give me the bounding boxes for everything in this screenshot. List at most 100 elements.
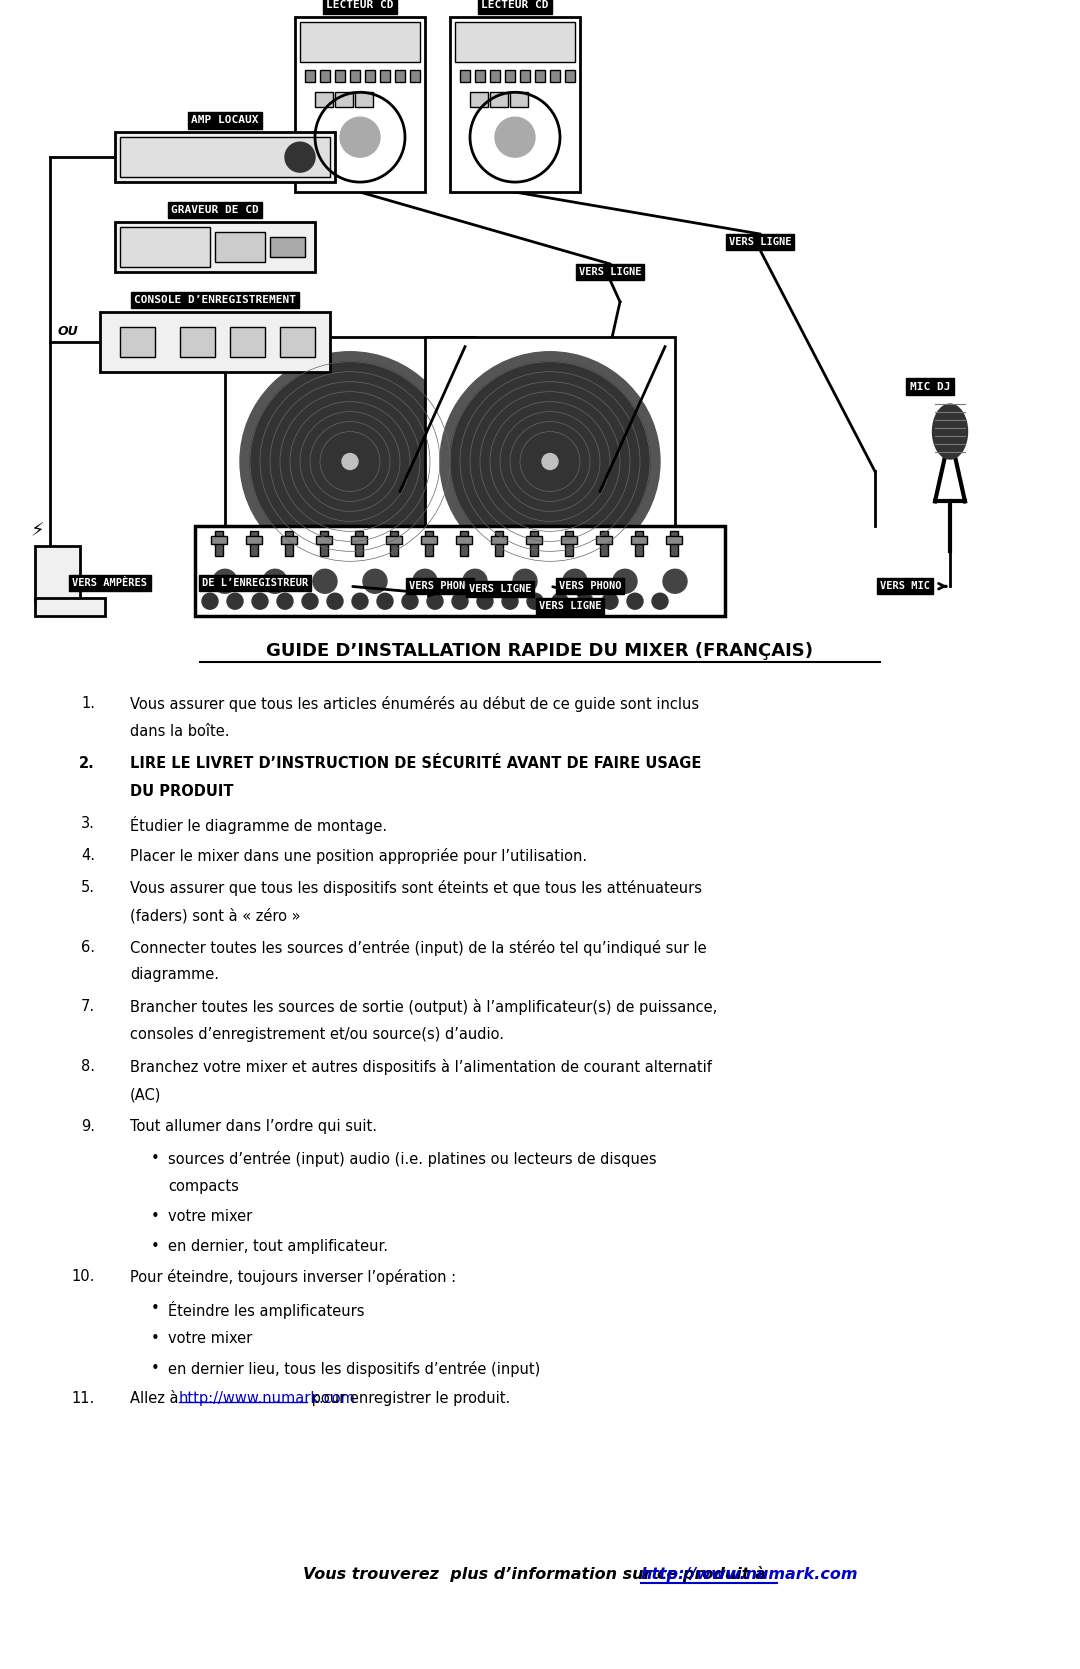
Text: Allez à: Allez à [130, 1390, 184, 1405]
FancyBboxPatch shape [355, 531, 363, 556]
Text: VERS LIGNE: VERS LIGNE [469, 584, 531, 594]
FancyBboxPatch shape [421, 536, 437, 544]
Circle shape [513, 569, 537, 592]
FancyBboxPatch shape [335, 70, 345, 82]
Circle shape [413, 569, 437, 592]
Text: Tout allumer dans l’ordre qui suit.: Tout allumer dans l’ordre qui suit. [130, 1120, 377, 1135]
Circle shape [613, 569, 637, 592]
Text: 4.: 4. [81, 848, 95, 863]
Text: Vous trouverez  plus d’information sur ce produit à: Vous trouverez plus d’information sur ce… [302, 1566, 771, 1582]
FancyBboxPatch shape [666, 536, 681, 544]
FancyBboxPatch shape [600, 531, 608, 556]
Text: 9.: 9. [81, 1120, 95, 1135]
FancyBboxPatch shape [230, 327, 265, 357]
Circle shape [577, 592, 593, 609]
Text: Pour éteindre, toujours inverser l’opération :: Pour éteindre, toujours inverser l’opéra… [130, 1268, 456, 1285]
Text: AMP LOCAUX: AMP LOCAUX [191, 115, 259, 125]
FancyBboxPatch shape [180, 327, 215, 357]
Text: •: • [150, 1152, 160, 1167]
Text: Placer le mixer dans une position appropriée pour l’utilisation.: Placer le mixer dans une position approp… [130, 848, 588, 863]
Text: votre mixer: votre mixer [168, 1208, 253, 1223]
Text: Étudier le diagramme de montage.: Étudier le diagramme de montage. [130, 816, 387, 834]
Text: 11.: 11. [71, 1390, 95, 1405]
Text: http://www.numark.com: http://www.numark.com [179, 1390, 355, 1405]
FancyBboxPatch shape [120, 227, 210, 267]
FancyBboxPatch shape [285, 531, 293, 556]
Text: GRAVEUR DE CD: GRAVEUR DE CD [171, 205, 259, 215]
Text: •: • [150, 1238, 160, 1253]
FancyBboxPatch shape [305, 70, 315, 82]
Circle shape [527, 592, 543, 609]
FancyBboxPatch shape [530, 531, 538, 556]
Text: VERS LIGNE: VERS LIGNE [539, 601, 602, 611]
FancyBboxPatch shape [365, 70, 375, 82]
Text: Vous assurer que tous les dispositifs sont éteints et que tous les atténuateurs: Vous assurer que tous les dispositifs so… [130, 880, 702, 896]
FancyBboxPatch shape [380, 70, 390, 82]
Circle shape [264, 569, 287, 592]
Ellipse shape [932, 404, 968, 459]
Text: VERS MIC: VERS MIC [880, 581, 930, 591]
Text: CONSOLE D’ENREGISTREMENT: CONSOLE D’ENREGISTREMENT [134, 295, 296, 305]
FancyBboxPatch shape [490, 92, 508, 107]
FancyBboxPatch shape [35, 546, 80, 601]
Circle shape [377, 592, 393, 609]
Circle shape [276, 592, 293, 609]
FancyBboxPatch shape [114, 132, 335, 182]
Text: LECTEUR CD: LECTEUR CD [326, 0, 394, 10]
FancyBboxPatch shape [561, 536, 577, 544]
FancyBboxPatch shape [355, 92, 373, 107]
Circle shape [652, 592, 669, 609]
Circle shape [602, 592, 618, 609]
FancyBboxPatch shape [249, 531, 258, 556]
Circle shape [249, 362, 450, 561]
Text: 1.: 1. [81, 696, 95, 711]
Circle shape [252, 592, 268, 609]
Circle shape [552, 592, 568, 609]
FancyBboxPatch shape [320, 531, 328, 556]
Text: •: • [150, 1360, 160, 1375]
Text: VERS PHONO: VERS PHONO [558, 581, 621, 591]
Text: Branchez votre mixer et autres dispositifs à l’alimentation de courant alternati: Branchez votre mixer et autres dispositi… [130, 1060, 712, 1075]
Circle shape [502, 592, 518, 609]
FancyBboxPatch shape [215, 531, 222, 556]
Text: 8.: 8. [81, 1060, 95, 1075]
FancyBboxPatch shape [495, 531, 503, 556]
Text: LECTEUR CD: LECTEUR CD [482, 0, 549, 10]
Text: VERS LIGNE: VERS LIGNE [729, 237, 792, 247]
Circle shape [227, 592, 243, 609]
Text: VERS LIGNE: VERS LIGNE [579, 267, 642, 277]
Circle shape [402, 592, 418, 609]
Circle shape [213, 569, 237, 592]
Text: 5.: 5. [81, 880, 95, 895]
Text: pour enregistrer le produit.: pour enregistrer le produit. [307, 1390, 510, 1405]
FancyBboxPatch shape [550, 70, 561, 82]
FancyBboxPatch shape [426, 531, 433, 556]
FancyBboxPatch shape [280, 327, 315, 357]
Circle shape [450, 362, 650, 561]
FancyBboxPatch shape [519, 70, 530, 82]
Circle shape [202, 592, 218, 609]
FancyBboxPatch shape [596, 536, 612, 544]
Text: votre mixer: votre mixer [168, 1330, 253, 1345]
Text: LIRE LE LIVRET D’INSTRUCTION DE SÉCURITÉ AVANT DE FAIRE USAGE: LIRE LE LIVRET D’INSTRUCTION DE SÉCURITÉ… [130, 756, 701, 771]
Text: ⚡: ⚡ [30, 521, 44, 541]
Text: diagramme.: diagramme. [130, 968, 219, 983]
FancyBboxPatch shape [300, 22, 420, 62]
Circle shape [627, 592, 643, 609]
FancyBboxPatch shape [195, 526, 725, 616]
Circle shape [663, 569, 687, 592]
Circle shape [477, 592, 492, 609]
Text: 6.: 6. [81, 940, 95, 955]
Text: Éteindre les amplificateurs: Éteindre les amplificateurs [168, 1300, 365, 1319]
Circle shape [363, 569, 387, 592]
Text: •: • [150, 1300, 160, 1315]
FancyBboxPatch shape [565, 531, 573, 556]
Text: (faders) sont à « zéro »: (faders) sont à « zéro » [130, 908, 300, 923]
FancyBboxPatch shape [535, 70, 545, 82]
Text: Connecter toutes les sources d’entrée (input) de la stéréo tel qu’indiqué sur le: Connecter toutes les sources d’entrée (i… [130, 940, 706, 956]
Text: •: • [150, 1208, 160, 1223]
Text: (AC): (AC) [130, 1087, 161, 1102]
FancyBboxPatch shape [470, 92, 488, 107]
FancyBboxPatch shape [335, 92, 353, 107]
Text: OU: OU [57, 325, 79, 339]
